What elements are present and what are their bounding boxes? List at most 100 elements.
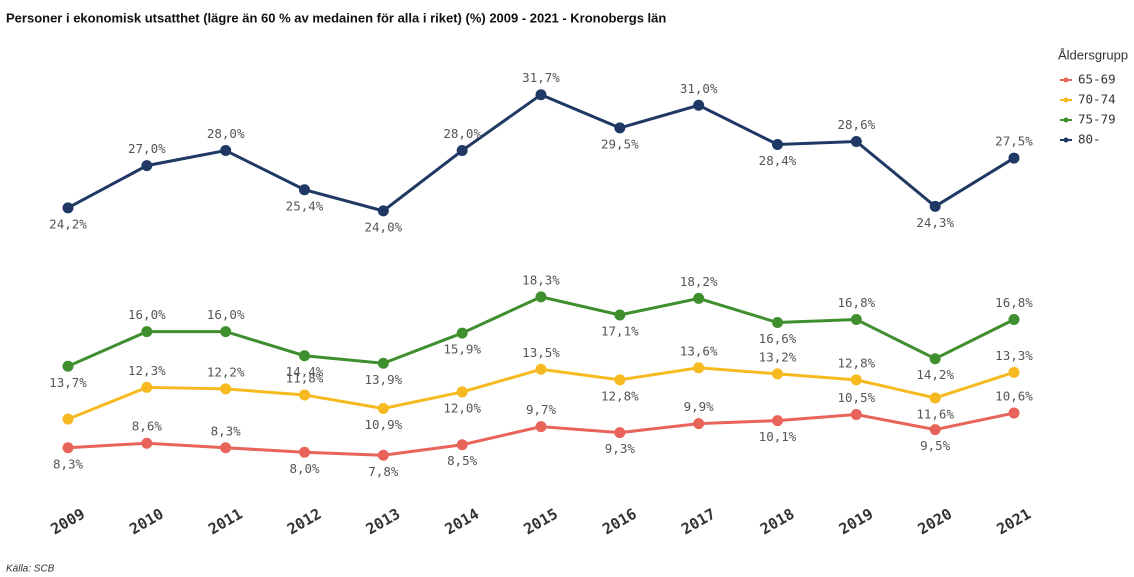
- data-point: [299, 446, 310, 458]
- data-point: [929, 424, 941, 436]
- data-label: 10,9%: [365, 417, 403, 432]
- data-label: 14,2%: [916, 367, 954, 382]
- data-label: 31,7%: [522, 70, 560, 85]
- data-label: 12,8%: [601, 388, 639, 403]
- data-point: [850, 135, 862, 147]
- data-point: [535, 421, 547, 433]
- data-point: [693, 418, 705, 430]
- data-label: 13,3%: [995, 348, 1033, 363]
- x-tick-label: 2021: [994, 505, 1034, 539]
- data-label: 11,6%: [916, 406, 954, 421]
- x-tick-label: 2020: [915, 505, 955, 539]
- data-point: [614, 309, 626, 321]
- source: Källa: SCB: [6, 564, 55, 575]
- data-label: 24,0%: [365, 219, 403, 234]
- data-label: 13,6%: [680, 343, 718, 358]
- data-label: 25,4%: [286, 198, 324, 213]
- data-point: [62, 360, 74, 372]
- data-point: [456, 327, 468, 339]
- data-point: [850, 409, 862, 421]
- data-label: 18,3%: [522, 272, 560, 287]
- data-label: 28,0%: [207, 126, 245, 141]
- data-point: [377, 205, 389, 217]
- data-label: 28,4%: [759, 153, 797, 168]
- data-label: 11,8%: [286, 370, 324, 385]
- data-point: [377, 403, 389, 415]
- x-tick-label: 2015: [521, 505, 561, 539]
- data-label: 8,0%: [289, 461, 320, 476]
- data-label: 17,1%: [601, 323, 639, 338]
- data-point: [1008, 366, 1020, 378]
- data-label: 27,0%: [128, 141, 166, 156]
- data-label: 7,8%: [368, 464, 399, 479]
- x-tick-label: 2009: [48, 505, 88, 539]
- data-label: 12,3%: [128, 363, 166, 378]
- data-point: [220, 442, 232, 454]
- data-label: 28,0%: [443, 126, 481, 141]
- data-label: 13,2%: [759, 349, 797, 364]
- data-label: 16,0%: [207, 307, 245, 322]
- chart-title: Personer i ekonomisk utsatthet (lägre än…: [6, 10, 666, 25]
- data-point: [929, 200, 941, 212]
- data-point: [693, 99, 705, 111]
- data-label: 13,7%: [49, 375, 87, 390]
- data-point: [456, 145, 468, 157]
- data-label: 8,5%: [447, 453, 478, 468]
- data-point: [220, 326, 232, 338]
- data-point: [929, 353, 941, 365]
- legend-label: 65-69: [1078, 72, 1116, 87]
- data-label: 27,5%: [995, 134, 1033, 149]
- x-tick-label: 2011: [205, 505, 245, 539]
- data-label: 12,2%: [207, 364, 245, 379]
- data-label: 8,3%: [211, 423, 242, 438]
- data-point: [929, 392, 941, 404]
- data-point: [456, 386, 468, 398]
- x-tick-label: 2012: [284, 505, 324, 539]
- data-label: 16,8%: [995, 295, 1033, 310]
- data-point: [62, 413, 74, 425]
- data-point: [1008, 407, 1020, 419]
- data-label: 31,0%: [680, 81, 718, 96]
- data-point: [772, 415, 783, 427]
- data-label: 28,6%: [838, 117, 876, 132]
- data-point: [535, 89, 547, 101]
- x-tick-label: 2019: [836, 505, 876, 539]
- data-point: [614, 122, 626, 134]
- legend-label: 75-79: [1078, 112, 1116, 127]
- data-label: 9,7%: [526, 402, 557, 417]
- data-point: [141, 437, 153, 449]
- data-label: 8,6%: [132, 419, 163, 434]
- data-point: [299, 184, 310, 196]
- data-point: [614, 374, 626, 386]
- data-label: 13,5%: [522, 345, 560, 360]
- data-label: 29,5%: [601, 136, 639, 151]
- data-point: [62, 442, 74, 454]
- x-tick-label: 2018: [757, 505, 797, 539]
- data-point: [62, 202, 74, 214]
- data-point: [772, 368, 783, 380]
- data-point: [1008, 314, 1020, 326]
- legend-dot: [1063, 77, 1069, 83]
- data-point: [535, 363, 547, 375]
- data-point: [220, 383, 232, 395]
- data-point: [693, 292, 705, 304]
- x-tick-label: 2014: [442, 505, 482, 539]
- data-point: [141, 326, 153, 338]
- data-point: [377, 449, 389, 461]
- data-label: 9,5%: [920, 438, 951, 453]
- data-point: [772, 317, 783, 329]
- legend-dot: [1063, 137, 1069, 143]
- data-point: [850, 314, 862, 326]
- data-point: [220, 145, 232, 157]
- data-point: [850, 374, 862, 386]
- x-tick-label: 2016: [599, 505, 639, 539]
- data-point: [299, 389, 310, 401]
- data-point: [1008, 152, 1020, 164]
- x-tick-label: 2013: [363, 505, 403, 539]
- x-tick-label: 2017: [678, 505, 718, 539]
- data-point: [614, 427, 626, 439]
- data-label: 9,9%: [684, 399, 715, 414]
- legend-label: 70-74: [1078, 92, 1116, 107]
- data-point: [693, 362, 705, 374]
